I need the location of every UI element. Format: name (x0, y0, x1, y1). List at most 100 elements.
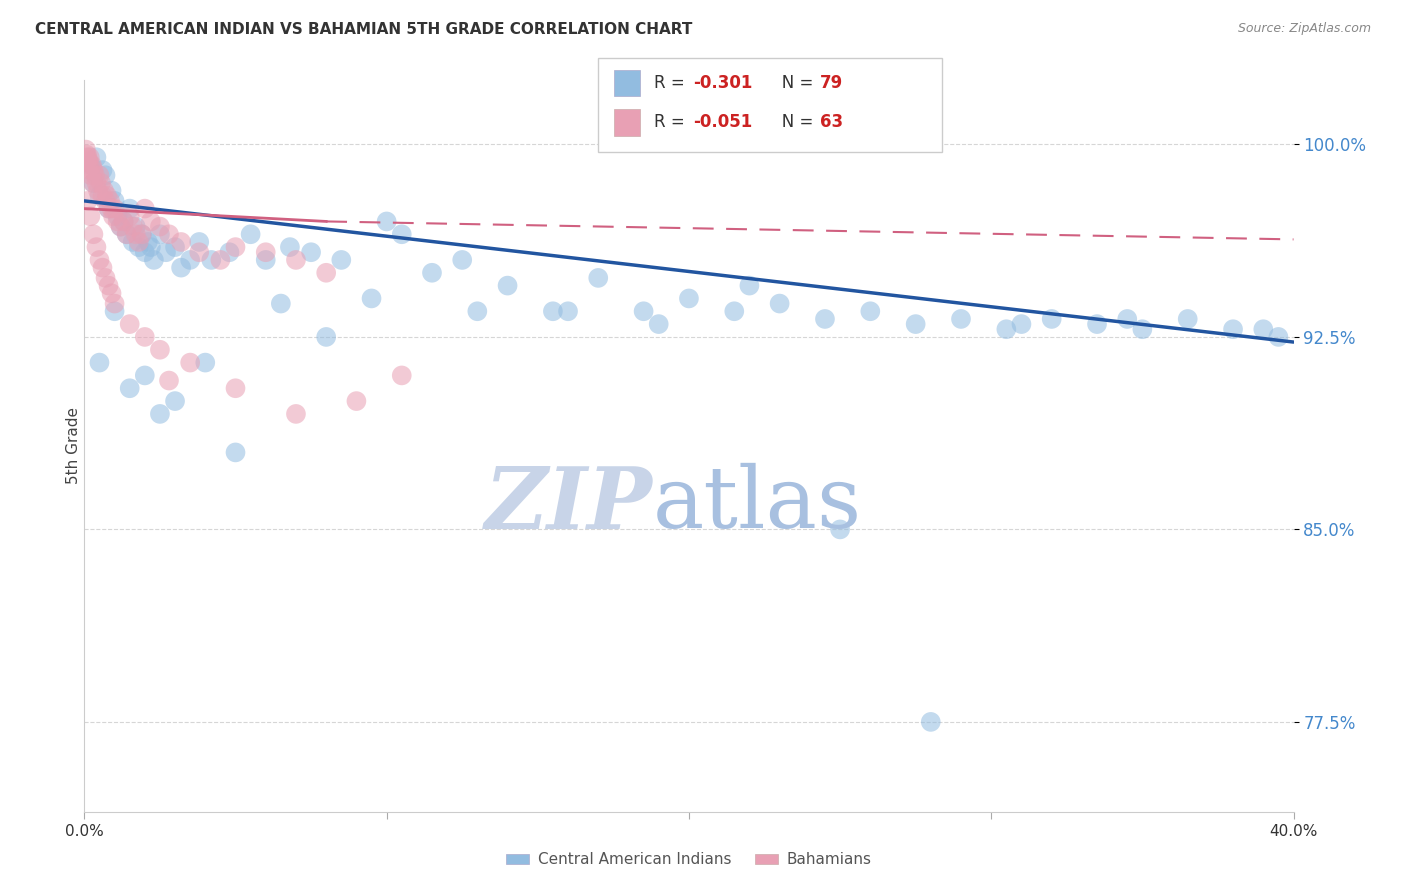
Point (82, 227, 104, 242)
Point (115, 227, 138, 242)
Point (738, 278, 761, 293)
Point (121, 235, 143, 249)
Point (112, 214, 135, 228)
Point (814, 312, 837, 326)
Text: ZIP: ZIP (485, 463, 652, 546)
Point (1040, 312, 1063, 326)
Text: -0.051: -0.051 (693, 113, 752, 131)
Text: Source: ZipAtlas.com: Source: ZipAtlas.com (1237, 22, 1371, 36)
Point (89, 168, 111, 182)
Point (149, 343, 172, 357)
Point (101, 209, 124, 223)
Point (648, 317, 671, 331)
Text: 79: 79 (820, 74, 844, 92)
Point (420, 266, 443, 280)
Point (225, 240, 247, 254)
Point (97, 202, 120, 216)
Point (107, 209, 129, 223)
Point (82, 163, 104, 178)
Point (467, 304, 489, 318)
Point (157, 227, 180, 242)
Point (149, 407, 172, 421)
Text: N =: N = (766, 74, 818, 92)
Point (588, 271, 610, 285)
Point (209, 252, 232, 267)
Point (451, 252, 474, 267)
Point (225, 381, 247, 395)
Point (950, 312, 973, 326)
Point (179, 252, 201, 267)
Point (139, 240, 162, 254)
Point (315, 330, 337, 344)
Text: N =: N = (766, 113, 818, 131)
Point (79, 163, 101, 178)
Point (90, 176, 112, 190)
Point (139, 214, 162, 228)
Point (110, 219, 132, 234)
Point (254, 252, 277, 267)
Point (360, 292, 382, 306)
Point (375, 214, 398, 228)
Point (86, 150, 108, 164)
Point (859, 304, 882, 318)
Text: CENTRAL AMERICAN INDIAN VS BAHAMIAN 5TH GRADE CORRELATION CHART: CENTRAL AMERICAN INDIAN VS BAHAMIAN 5TH … (35, 22, 693, 37)
Point (496, 278, 519, 293)
Point (200, 252, 222, 267)
Point (86, 176, 108, 190)
Text: -0.301: -0.301 (693, 74, 752, 92)
Point (315, 266, 337, 280)
Point (91, 163, 114, 178)
Point (541, 304, 564, 318)
Point (97, 278, 120, 293)
Point (107, 214, 129, 228)
Point (170, 235, 193, 249)
Point (79, 158, 101, 172)
Point (86, 240, 108, 254)
Point (79, 209, 101, 223)
Point (346, 394, 368, 409)
Point (285, 407, 308, 421)
Point (96, 188, 118, 202)
Point (104, 194, 127, 208)
Point (80, 168, 103, 182)
Point (218, 245, 240, 260)
Point (391, 368, 413, 383)
Point (1085, 317, 1108, 331)
Point (1116, 312, 1139, 326)
Point (830, 523, 852, 537)
Point (239, 227, 262, 242)
Point (134, 245, 156, 260)
Point (165, 394, 187, 409)
Point (98, 194, 121, 208)
Point (128, 240, 150, 254)
Point (115, 227, 138, 242)
Point (134, 330, 156, 344)
Point (557, 304, 579, 318)
Point (1253, 322, 1275, 336)
Point (633, 304, 655, 318)
Point (157, 374, 180, 388)
Point (285, 252, 308, 267)
Point (270, 296, 292, 310)
Point (77, 153, 100, 167)
Point (79, 150, 101, 164)
Point (254, 245, 277, 260)
Point (149, 227, 172, 242)
Point (87, 184, 110, 198)
Point (118, 381, 141, 395)
Point (131, 227, 153, 242)
Legend: Central American Indians, Bahamians: Central American Indians, Bahamians (501, 847, 877, 873)
Point (75, 143, 97, 157)
Point (80, 158, 103, 172)
Point (678, 292, 700, 306)
Point (179, 355, 201, 369)
Text: 63: 63 (820, 113, 842, 131)
Point (1177, 312, 1199, 326)
Point (76, 194, 98, 208)
Point (118, 209, 141, 223)
Point (920, 714, 942, 729)
Point (118, 317, 141, 331)
Point (128, 235, 150, 249)
Point (769, 296, 792, 310)
Point (194, 355, 217, 369)
